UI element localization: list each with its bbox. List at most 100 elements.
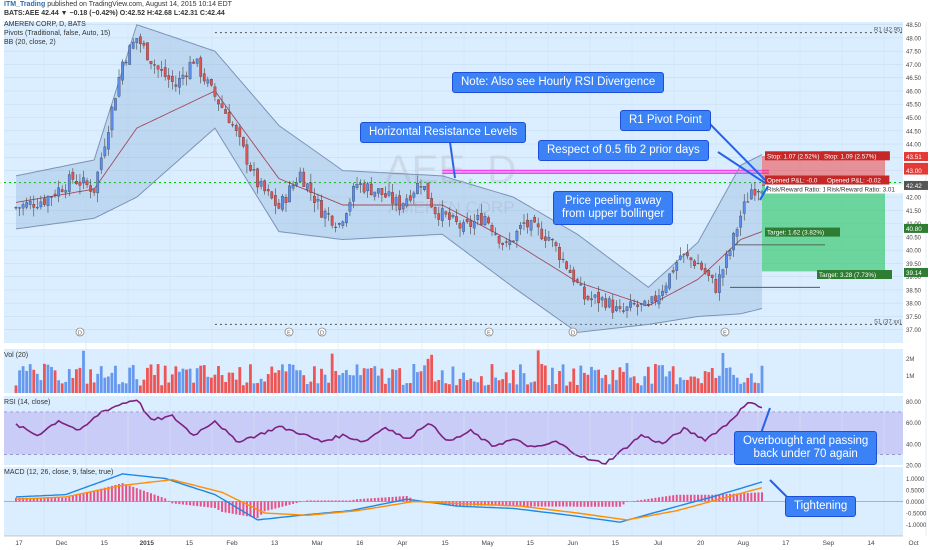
macd-histogram-bar	[206, 501, 209, 508]
indicator-bb[interactable]: BB (20, close, 2)	[4, 39, 56, 46]
candle-body	[423, 186, 426, 190]
macd-histogram-bar	[128, 485, 131, 502]
macd-histogram-bar	[515, 501, 518, 507]
volume-bar	[416, 372, 419, 393]
candle-body	[487, 217, 490, 224]
macd-histogram-bar	[533, 501, 536, 507]
macd-histogram-bar	[590, 501, 593, 507]
macd-histogram-bar	[498, 501, 501, 506]
candle-body	[746, 201, 750, 203]
macd-histogram-bar	[242, 501, 245, 516]
macd-histogram-bar	[281, 501, 284, 507]
macd-histogram-bar	[277, 501, 280, 508]
event-marker	[284, 327, 294, 337]
volume-bar	[142, 379, 146, 393]
candle-body	[121, 61, 124, 81]
volume-bar	[348, 375, 352, 393]
macd-histogram-bar	[107, 486, 110, 502]
volume-bar	[231, 372, 235, 393]
macd-histogram-bar	[192, 501, 195, 506]
candle-body	[234, 125, 238, 131]
volume-bar	[607, 384, 611, 393]
volume-bar	[178, 371, 181, 393]
macd-histogram-bar	[299, 501, 302, 503]
volume-bar	[270, 366, 274, 393]
price-tag: 43.00	[906, 168, 922, 175]
price-tick-label: 42.00	[906, 196, 922, 202]
macd-histogram-bar	[569, 501, 572, 507]
candle-body	[281, 196, 284, 210]
candle-body	[419, 186, 423, 188]
volume-bar	[700, 383, 704, 393]
macd-histogram-bar	[750, 492, 753, 502]
volume-bar	[593, 370, 597, 393]
candle-body	[67, 174, 71, 192]
price-tag-bg	[904, 165, 928, 175]
candle-body	[174, 84, 178, 87]
macd-histogram-bar	[739, 493, 742, 502]
candle-body	[604, 298, 608, 308]
macd-histogram-bar	[15, 497, 17, 502]
macd-histogram-bar	[231, 501, 234, 514]
macd-histogram-bar	[487, 501, 490, 506]
r1-pivot-callout: R1 Pivot Point	[620, 110, 711, 132]
candle-body	[536, 223, 540, 228]
macd-histogram-bar	[711, 494, 714, 502]
candle-body	[675, 262, 679, 271]
price-tick-label: 47.50	[906, 50, 922, 56]
macd-histogram-bar	[398, 496, 401, 502]
macd-histogram-bar	[565, 501, 568, 507]
volume-bar	[202, 365, 206, 393]
volume-bar	[668, 371, 672, 393]
stop-label-2-text: Stop: 1.09 (2.57%)	[824, 153, 877, 160]
candle-body	[270, 191, 274, 199]
volume-bar	[760, 365, 764, 393]
bollinger-callout: Price peeling away from upper bollinger	[553, 191, 674, 226]
macd-histogram-bar	[171, 501, 174, 504]
volume-bar	[394, 369, 398, 393]
candle-body	[725, 253, 728, 268]
candle-body	[426, 182, 430, 199]
macd-histogram-bar	[686, 494, 689, 502]
macd-histogram-bar	[505, 501, 508, 506]
volume-bar	[629, 377, 632, 393]
candle-body	[636, 304, 640, 307]
rsi-line	[15, 399, 763, 465]
volume-bar	[170, 374, 174, 393]
macd-histogram-bar	[530, 501, 533, 507]
x-tick-label: Apr	[397, 540, 408, 547]
macd-tick-label: 0.5000	[906, 489, 925, 495]
candle-body	[206, 79, 210, 84]
price-tick-label: 40.50	[906, 235, 922, 241]
macd-histogram-bar	[267, 501, 270, 511]
author-link[interactable]: ITM_Trading	[4, 1, 46, 8]
indicator-pivots[interactable]: Pivots (Traditional, false, Auto, 15)	[4, 30, 111, 37]
axes: 37.00 37.50 38.00 38.50 39.00 39.50 40.00 40.50…	[4, 23, 928, 547]
macd-histogram-bar	[157, 495, 160, 502]
candle-body	[57, 187, 60, 197]
volume-bar	[313, 366, 316, 393]
volume-bar	[579, 365, 583, 393]
macd-histogram-bar	[135, 488, 138, 502]
x-tick-label: Jul	[654, 540, 663, 547]
candle-body	[646, 303, 650, 306]
volume-bar	[352, 375, 355, 393]
macd-histogram-bar	[295, 501, 298, 504]
volume-bar	[323, 374, 327, 393]
x-tick-label: Dec	[56, 540, 68, 547]
macd-histogram-bar	[668, 495, 671, 502]
macd-histogram-bar	[320, 500, 323, 502]
candle-body	[291, 185, 295, 189]
volume-bar	[419, 371, 423, 393]
macd-histogram-bar	[292, 501, 295, 504]
volume-bar	[92, 382, 96, 393]
macd-histogram-bar	[46, 497, 49, 502]
candle-body	[412, 192, 416, 198]
volume-panel-label: Vol (20)	[4, 352, 29, 359]
macd-histogram-bar	[526, 501, 529, 507]
candle-body	[583, 286, 586, 300]
candle-body	[135, 38, 139, 43]
stop-label-1-bg	[765, 151, 833, 161]
x-tick-label: 2015	[140, 540, 155, 547]
volume-bar	[433, 381, 437, 393]
